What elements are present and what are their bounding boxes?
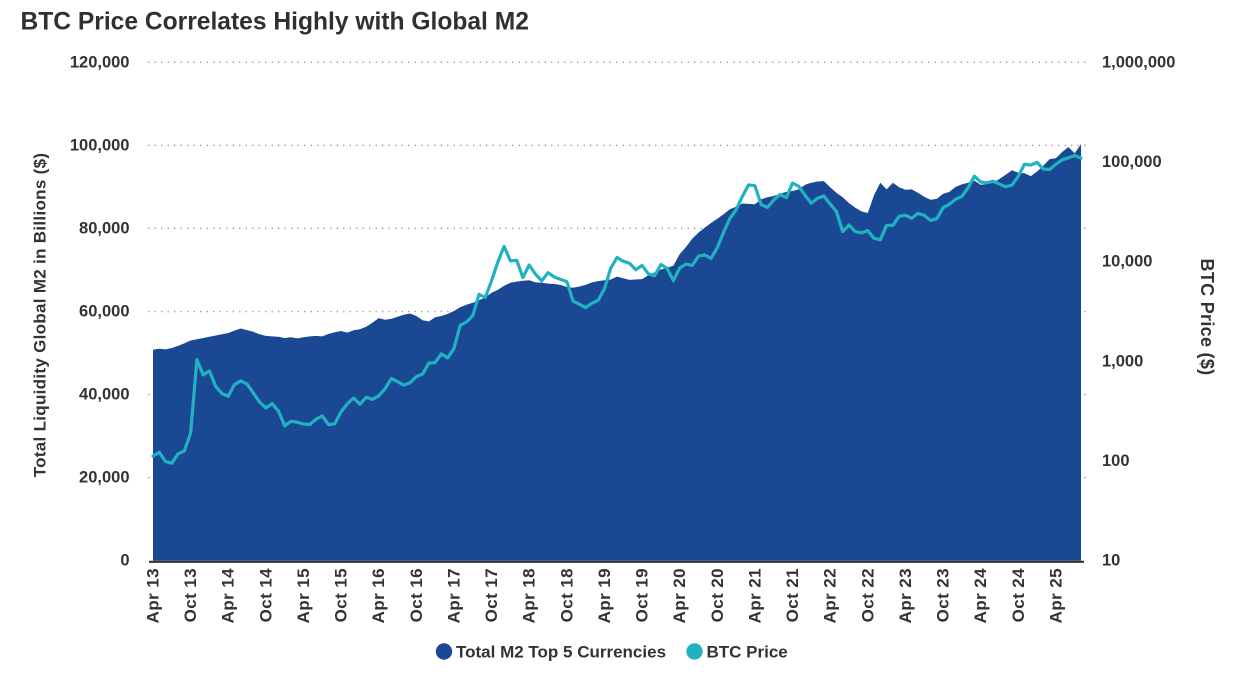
svg-text:Oct 15: Oct 15 bbox=[332, 568, 351, 622]
svg-text:Apr 21: Apr 21 bbox=[745, 568, 764, 623]
svg-text:1,000: 1,000 bbox=[1102, 352, 1143, 370]
svg-text:20,000: 20,000 bbox=[79, 469, 129, 487]
svg-text:Oct 23: Oct 23 bbox=[934, 568, 953, 622]
svg-text:Apr 25: Apr 25 bbox=[1046, 568, 1065, 623]
svg-text:Oct 19: Oct 19 bbox=[633, 568, 652, 622]
svg-text:Apr 24: Apr 24 bbox=[971, 568, 990, 623]
svg-text:100: 100 bbox=[1102, 452, 1130, 470]
svg-text:Oct 13: Oct 13 bbox=[181, 568, 200, 622]
svg-text:Oct 21: Oct 21 bbox=[783, 568, 802, 622]
svg-text:Oct 24: Oct 24 bbox=[1009, 568, 1028, 623]
svg-text:Apr 23: Apr 23 bbox=[896, 568, 915, 623]
svg-text:1,000,000: 1,000,000 bbox=[1102, 53, 1175, 71]
svg-text:Oct 22: Oct 22 bbox=[858, 568, 877, 622]
svg-text:Oct 16: Oct 16 bbox=[407, 568, 426, 622]
svg-text:BTC Price Correlates Highly wi: BTC Price Correlates Highly with Global … bbox=[21, 9, 529, 36]
svg-text:60,000: 60,000 bbox=[79, 303, 129, 321]
svg-text:100,000: 100,000 bbox=[1102, 153, 1162, 171]
svg-text:Oct 20: Oct 20 bbox=[708, 568, 727, 622]
svg-text:Apr 18: Apr 18 bbox=[520, 568, 539, 623]
svg-text:10,000: 10,000 bbox=[1102, 253, 1152, 271]
svg-text:Apr 19: Apr 19 bbox=[595, 568, 614, 623]
svg-text:80,000: 80,000 bbox=[79, 219, 129, 237]
svg-text:40,000: 40,000 bbox=[79, 386, 129, 404]
svg-text:10: 10 bbox=[1102, 552, 1120, 570]
svg-text:0: 0 bbox=[120, 552, 129, 570]
svg-text:Oct 14: Oct 14 bbox=[256, 568, 275, 623]
svg-text:120,000: 120,000 bbox=[70, 53, 130, 71]
svg-text:Apr 22: Apr 22 bbox=[821, 568, 840, 623]
svg-text:Total M2 Top 5 Currencies: Total M2 Top 5 Currencies bbox=[456, 643, 666, 662]
svg-text:BTC Price ($): BTC Price ($) bbox=[1197, 259, 1217, 376]
svg-text:Apr 20: Apr 20 bbox=[670, 568, 689, 623]
svg-text:Oct 18: Oct 18 bbox=[557, 568, 576, 622]
svg-text:BTC Price: BTC Price bbox=[707, 643, 788, 662]
svg-text:Oct 17: Oct 17 bbox=[482, 568, 501, 622]
svg-text:Apr 16: Apr 16 bbox=[369, 568, 388, 623]
svg-text:Apr 14: Apr 14 bbox=[219, 568, 238, 623]
svg-text:Total Liquidity Global M2 in B: Total Liquidity Global M2 in Billions ($… bbox=[31, 153, 50, 478]
svg-text:Apr 17: Apr 17 bbox=[445, 568, 464, 623]
svg-text:100,000: 100,000 bbox=[70, 136, 130, 154]
svg-text:Apr 15: Apr 15 bbox=[294, 568, 313, 623]
svg-text:Apr 13: Apr 13 bbox=[144, 568, 163, 623]
